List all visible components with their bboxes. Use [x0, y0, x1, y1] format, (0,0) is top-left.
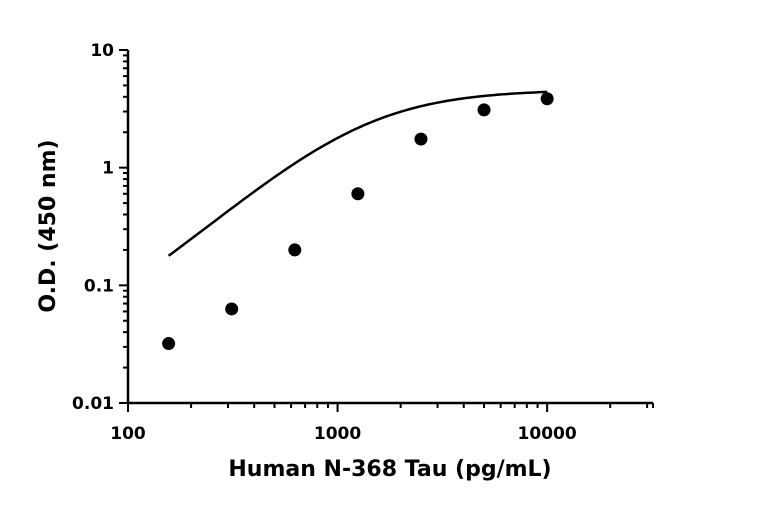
data-points [162, 92, 554, 351]
data-point [414, 132, 428, 146]
x-tick-label: 10000 [518, 424, 577, 444]
data-point [351, 187, 365, 201]
fit-curve [167, 90, 548, 257]
x-tick-label: 1000 [314, 424, 361, 444]
data-point [162, 337, 176, 351]
data-point [477, 103, 491, 117]
x-axis-title: Human N-368 Tau (pg/mL) [228, 457, 551, 482]
y-tick-label: 10 [90, 41, 114, 61]
y-tick-label: 0.01 [72, 394, 114, 414]
data-point [225, 302, 239, 316]
y-axis: 0.01 0.1 1 10 [72, 41, 130, 414]
y-tick-label: 1 [102, 159, 114, 179]
data-point [288, 243, 302, 257]
x-tick-label: 100 [110, 424, 146, 444]
x-axis: 100 1000 10000 [110, 401, 654, 444]
y-axis-title: O.D. (450 nm) [36, 139, 61, 312]
data-point [540, 92, 554, 106]
y-tick-label: 0.1 [84, 276, 114, 296]
